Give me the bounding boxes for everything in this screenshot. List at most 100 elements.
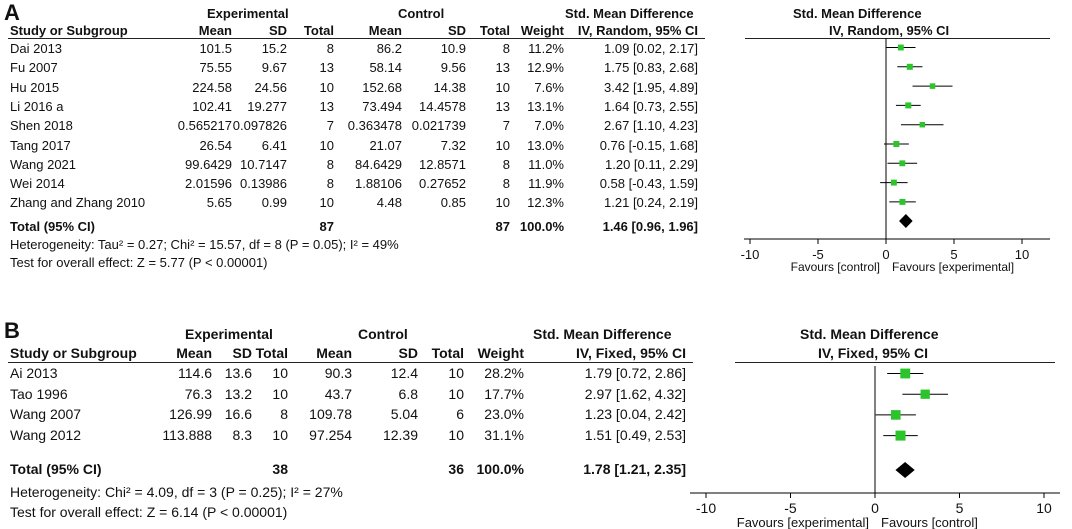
favours-right-label: Favours [control] bbox=[881, 515, 978, 529]
effect-ci: 0.76 [-0.15, 1.68] bbox=[599, 137, 698, 153]
exp-mean: 102.41 bbox=[192, 98, 232, 114]
exp-mean: 113.888 bbox=[162, 427, 212, 444]
weight: 13.1% bbox=[527, 98, 564, 114]
exp-mean: 26.54 bbox=[199, 137, 232, 153]
exp-sd: 19.277 bbox=[247, 98, 287, 114]
ctrl-total: 10 bbox=[495, 195, 510, 211]
col-weight: Weight bbox=[477, 345, 524, 361]
study-name: Hu 2015 bbox=[10, 79, 60, 95]
weight: 31.1% bbox=[484, 427, 524, 444]
ctrl-mean: 152.68 bbox=[362, 79, 402, 95]
study-name: Wei 2014 bbox=[10, 176, 65, 192]
col-effect-sub: IV, Fixed, 95% CI bbox=[576, 345, 686, 361]
panel-letter-a: A bbox=[4, 0, 20, 25]
effect-box bbox=[905, 102, 912, 109]
effect-ci: 1.75 [0.83, 2.68] bbox=[604, 60, 698, 76]
exp-total: 8 bbox=[326, 41, 334, 56]
exp-sd: 24.56 bbox=[254, 79, 287, 95]
forest-plot-a: -10 -5 0 5 10 Favours [control] Favours [exper… bbox=[741, 38, 1050, 274]
overall-effect-text: Test for overall effect: Z = 6.14 (P < 0… bbox=[10, 504, 288, 520]
study-name: Wang 2007 bbox=[10, 406, 82, 423]
exp-mean: 101.5 bbox=[199, 41, 232, 56]
study-name: Li 2016 a bbox=[10, 98, 64, 114]
exp-mean: 126.99 bbox=[169, 406, 212, 423]
header-rule bbox=[8, 38, 705, 39]
x-tick-label: 10 bbox=[1036, 500, 1052, 516]
ctrl-mean: 109.78 bbox=[309, 406, 352, 423]
exp-total: 7 bbox=[326, 118, 334, 134]
exp-mean: 76.3 bbox=[184, 385, 212, 402]
study-name: Tang 2017 bbox=[10, 137, 71, 153]
weight: 17.7% bbox=[484, 385, 524, 402]
favours-left-label: Favours [control] bbox=[791, 260, 880, 274]
total-ci: 1.78 [1.21, 2.35] bbox=[583, 461, 686, 477]
col-c-mean: Mean bbox=[316, 345, 352, 361]
exp-mean: 224.58 bbox=[192, 79, 232, 95]
ctrl-sd: 10.9 bbox=[440, 41, 466, 56]
exp-sd: 15.2 bbox=[261, 41, 287, 56]
ctrl-mean: 4.48 bbox=[376, 195, 402, 211]
effect-box bbox=[897, 44, 904, 51]
ctrl-total: 10 bbox=[495, 79, 510, 95]
x-tick-label: -5 bbox=[812, 247, 824, 262]
effect-header: Std. Mean Difference bbox=[533, 326, 672, 342]
study-name: Zhang and Zhang 2010 bbox=[10, 195, 146, 211]
exp-total: 8 bbox=[326, 176, 334, 192]
ctrl-total: 10 bbox=[448, 427, 464, 444]
exp-total: 8 bbox=[280, 406, 288, 423]
col-e-total: Total bbox=[303, 23, 334, 38]
plot-sub-header: IV, Random, 95% CI bbox=[829, 23, 950, 38]
col-study: Study or Subgroup bbox=[10, 23, 128, 38]
ctrl-total: 8 bbox=[502, 156, 510, 172]
weight: 12.3% bbox=[527, 195, 564, 211]
ctrl-sd: 0.85 bbox=[440, 195, 466, 211]
study-name: Wang 2021 bbox=[10, 156, 77, 172]
total-c-total: 36 bbox=[448, 461, 464, 477]
plot-header-rule bbox=[745, 38, 1050, 39]
exp-sd: 13.6 bbox=[224, 365, 252, 381]
plot-header: Std. Mean Difference bbox=[800, 326, 939, 342]
plot-header: Std. Mean Difference bbox=[793, 6, 922, 21]
x-tick-label: 0 bbox=[871, 500, 879, 516]
total-e-total: 38 bbox=[272, 461, 288, 477]
ctrl-total: 13 bbox=[495, 98, 510, 114]
ctrl-total: 10 bbox=[495, 137, 510, 153]
ctrl-mean: 90.3 bbox=[324, 365, 352, 381]
forest-panel-a: A Experimental Control Std. Mean Differe… bbox=[4, 0, 1050, 274]
col-e-sd: SD bbox=[232, 345, 252, 361]
ctrl-total: 7 bbox=[502, 118, 510, 134]
x-tick-label: 5 bbox=[956, 500, 964, 516]
effect-ci: 1.79 [0.72, 2.86] bbox=[584, 365, 686, 381]
x-tick-label: 0 bbox=[882, 247, 889, 262]
plot-sub-header: IV, Fixed, 95% CI bbox=[818, 345, 928, 361]
col-c-sd: SD bbox=[398, 345, 418, 361]
forest-plot-b: -10 -5 0 5 10 Favours [experimental] Favours [… bbox=[690, 366, 1060, 529]
col-e-mean: Mean bbox=[198, 23, 232, 38]
x-tick-label: -10 bbox=[741, 247, 760, 262]
study-name: Ai 2013 bbox=[10, 365, 58, 381]
exp-sd: 8.3 bbox=[232, 427, 252, 444]
header-rule bbox=[8, 362, 693, 363]
effect-box bbox=[890, 179, 897, 186]
effect-box bbox=[899, 160, 906, 167]
weight: 13.0% bbox=[527, 137, 564, 153]
group-experimental-header: Experimental bbox=[207, 6, 289, 21]
effect-box bbox=[919, 121, 926, 128]
effect-ci: 1.09 [0.02, 2.17] bbox=[604, 41, 698, 56]
effect-box bbox=[899, 198, 906, 205]
ctrl-total: 8 bbox=[502, 176, 510, 192]
ctrl-mean: 97.254 bbox=[309, 427, 352, 444]
pooled-diamond bbox=[895, 462, 915, 478]
ctrl-sd: 9.56 bbox=[440, 60, 466, 76]
total-label: Total (95% CI) bbox=[10, 461, 102, 477]
effect-ci: 1.21 [0.24, 2.19] bbox=[604, 195, 698, 211]
col-weight: Weight bbox=[520, 23, 564, 38]
col-e-sd: SD bbox=[268, 23, 287, 38]
group-control-header: Control bbox=[398, 6, 445, 21]
exp-mean: 99.6429 bbox=[185, 156, 232, 172]
exp-sd: 6.41 bbox=[261, 137, 287, 153]
col-e-total: Total bbox=[255, 345, 288, 361]
total-weight: 100.0% bbox=[519, 219, 564, 234]
pooled-diamond bbox=[899, 214, 913, 228]
x-tick-label: -5 bbox=[784, 500, 797, 516]
